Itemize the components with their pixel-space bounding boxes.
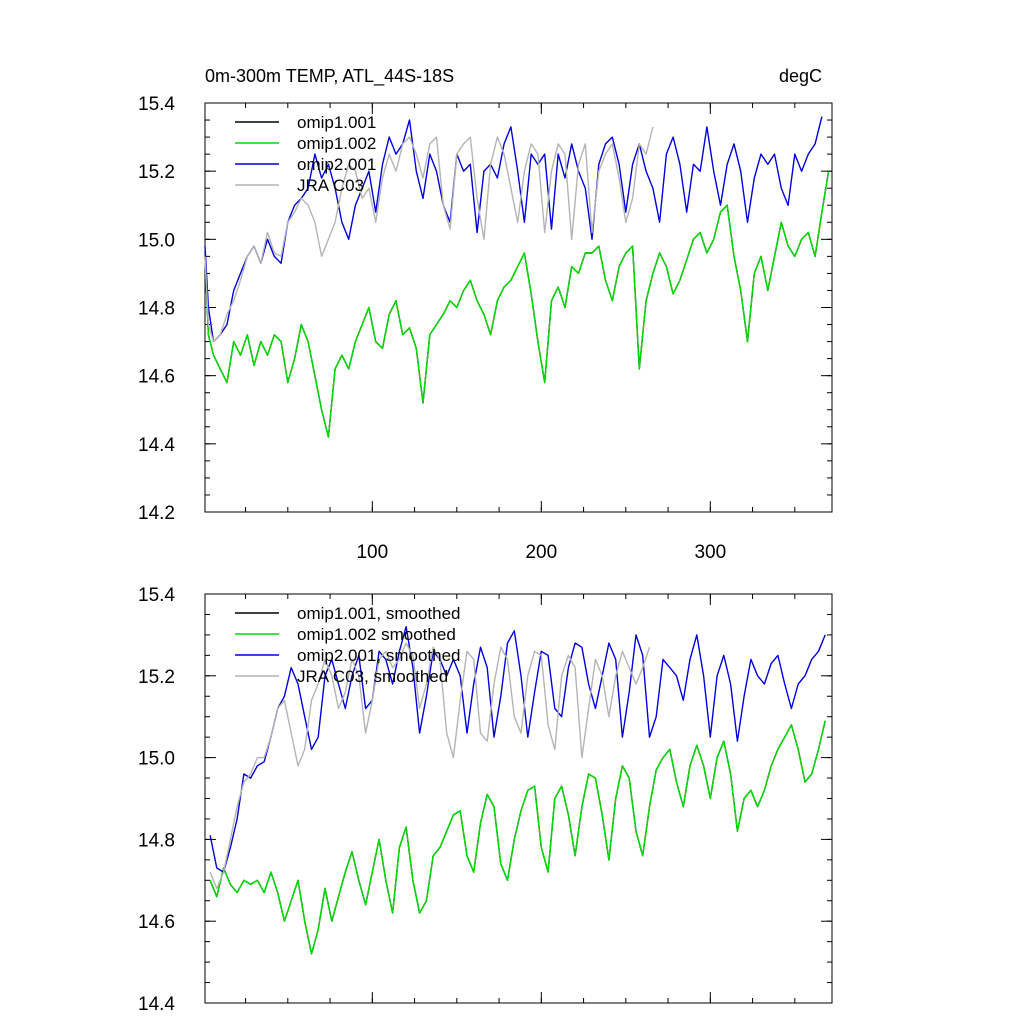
series-line-3 (209, 642, 651, 890)
y-tick-label: 15.2 (138, 162, 175, 183)
x-tick-label: 300 (694, 542, 726, 563)
bottom-panel: 14.4 14.6 14.8 15.0 15.2 15.4 omip1.001, smoot… (138, 585, 833, 1015)
series-line-1 (204, 171, 830, 438)
x-tick-label: 100 (356, 542, 388, 563)
y-tick-label: 14.6 (138, 367, 175, 388)
y-tick-label: 15.0 (138, 230, 175, 251)
chart-title: 0m-300m TEMP, ATL_44S-18S (205, 66, 454, 87)
legend-label: omip2.001 (297, 155, 376, 174)
legend-label: omip1.002 (297, 134, 376, 153)
y-tick-label: 14.2 (138, 503, 175, 524)
y-tick-label: 14.8 (138, 299, 175, 320)
y-tick-label: 14.4 (138, 994, 175, 1015)
legend-label: omip1.002 smoothed (297, 625, 456, 644)
y-tick-label: 15.4 (138, 94, 175, 115)
legend-label: omip1.001, smoothed (297, 604, 461, 623)
legend-label: omip1.001 (297, 113, 376, 132)
x-tick-label: 200 (525, 542, 557, 563)
series-line-1 (209, 720, 826, 955)
series-line-3 (204, 126, 654, 343)
y-tick-label: 14.8 (138, 830, 175, 851)
y-tick-label: 15.0 (138, 749, 175, 770)
y-tick-label: 14.4 (138, 435, 175, 456)
series-line-2 (204, 116, 823, 343)
top-panel: 0m-300m TEMP, ATL_44S-18S degC 14.2 14.4 1… (138, 66, 833, 563)
series-line-2 (209, 626, 826, 873)
units-label: degC (779, 66, 822, 86)
legend-label: JRA C03 (297, 176, 364, 195)
legend-label: omip2.001, smoothed (297, 646, 461, 665)
y-tick-label: 15.2 (138, 667, 175, 688)
series-line-0 (204, 171, 830, 438)
legend-label: JRA C03, smoothed (297, 667, 448, 686)
y-tick-label: 15.4 (138, 585, 175, 606)
y-tick-label: 14.6 (138, 912, 175, 933)
